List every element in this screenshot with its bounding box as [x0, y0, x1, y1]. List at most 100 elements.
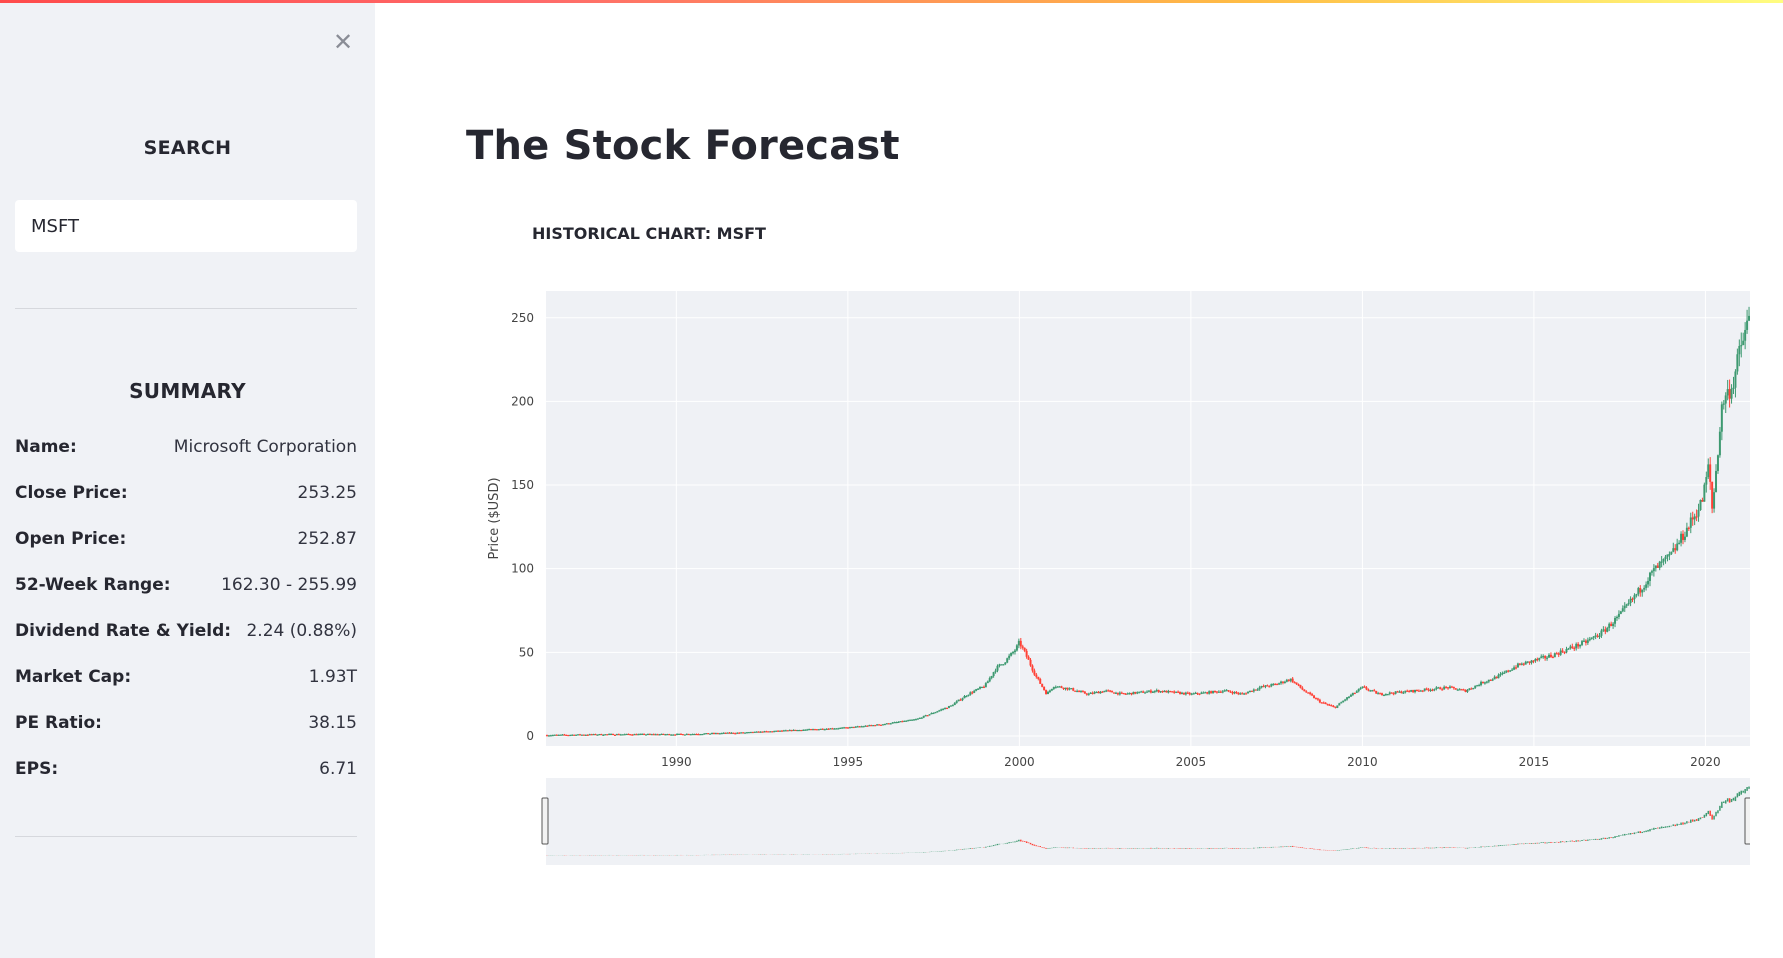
candle-body — [1522, 663, 1525, 665]
candle-body — [1610, 623, 1613, 627]
candle-body — [1614, 618, 1617, 624]
candle-body — [782, 730, 785, 732]
candle-body — [1425, 688, 1428, 690]
candle-body — [876, 724, 879, 726]
candle-body — [730, 732, 733, 734]
candle-body — [812, 729, 815, 731]
candle-body — [1534, 658, 1537, 662]
candlestick-chart[interactable]: 0 50 100 150 200 250 1990 1995 2000 2005 2010 2015… — [470, 270, 1750, 870]
candle-body — [1687, 527, 1690, 529]
candle-body — [1361, 686, 1364, 688]
candle-body — [1037, 676, 1040, 680]
summary-row-dividend: Dividend Rate & Yield: 2.24 (0.88%) — [15, 617, 357, 645]
candle-body — [602, 734, 605, 736]
candle-body — [1287, 679, 1290, 682]
candle-body — [1621, 608, 1624, 612]
candle-body — [571, 734, 574, 736]
close-icon[interactable]: ✕ — [332, 28, 354, 56]
candle-body — [724, 732, 727, 734]
candle-body — [949, 705, 952, 707]
candle-body — [1299, 684, 1302, 688]
candle-body — [1511, 669, 1514, 671]
candle-body — [1575, 643, 1578, 649]
candle-body — [1454, 688, 1457, 690]
candle-body — [924, 715, 927, 717]
candle-body — [903, 720, 906, 722]
candle-body — [1485, 681, 1488, 683]
candle-body — [1208, 691, 1211, 694]
candle-body — [1627, 602, 1630, 605]
candle-body — [1252, 689, 1255, 692]
range-slider-right-handle[interactable] — [1744, 797, 1750, 845]
candle-body — [1000, 664, 1003, 666]
candle-body — [551, 734, 554, 737]
candle-body — [901, 721, 904, 723]
candle-body — [1330, 705, 1333, 707]
candle-body — [1048, 690, 1051, 692]
candle-body — [1697, 510, 1700, 517]
candle-body — [615, 734, 618, 736]
candle-body — [1546, 657, 1549, 659]
y-tick-label: 200 — [511, 394, 534, 408]
candle-body — [1305, 691, 1308, 693]
candle-body — [1204, 692, 1207, 694]
candle-body — [767, 731, 770, 733]
candle-body — [980, 686, 983, 689]
candle-body — [1212, 690, 1215, 694]
candle-body — [883, 723, 886, 726]
candle-body — [909, 719, 912, 721]
candle-body — [926, 715, 929, 717]
candle-body — [1219, 691, 1222, 693]
candle-body — [825, 728, 828, 730]
candle-body — [631, 734, 634, 736]
candle-body — [1138, 691, 1141, 693]
candle-body — [629, 734, 632, 736]
candle-body — [1478, 685, 1481, 687]
candle-body — [1120, 692, 1123, 694]
range-slider-left-handle[interactable] — [541, 797, 549, 845]
candle-body — [837, 728, 840, 730]
candle-body — [893, 722, 896, 724]
candle-body — [633, 734, 636, 736]
candle-body — [1167, 690, 1170, 693]
candle-body — [870, 725, 873, 727]
candle-body — [1136, 692, 1139, 694]
candle-body — [1301, 687, 1304, 690]
range-slider[interactable] — [546, 778, 1750, 865]
candle-body — [982, 686, 985, 689]
candle-body — [683, 734, 686, 736]
summary-value: 252.87 — [297, 529, 357, 549]
candle-body — [658, 734, 661, 736]
candle-body — [1404, 690, 1407, 693]
candle-body — [1118, 692, 1121, 695]
y-tick-label: 50 — [519, 645, 534, 659]
candle-body — [944, 707, 947, 710]
x-tick-label: 2010 — [1347, 755, 1378, 769]
candle-body — [1530, 660, 1533, 663]
candle-body — [1254, 689, 1257, 691]
candle-body — [1015, 645, 1018, 651]
candle-body — [1064, 687, 1067, 690]
candle-body — [646, 733, 649, 736]
candle-body — [986, 681, 989, 684]
candle-body — [1445, 686, 1448, 689]
candle-body — [761, 731, 764, 733]
candle-body — [920, 717, 923, 719]
candle-body — [1359, 687, 1362, 690]
plot-area[interactable] — [546, 291, 1750, 746]
candle-body — [1559, 650, 1562, 655]
candle-body — [864, 725, 867, 727]
candle-body — [938, 710, 941, 712]
candle-body — [1266, 685, 1269, 687]
candle-body — [600, 734, 603, 736]
candle-body — [625, 733, 628, 736]
candle-body — [668, 734, 671, 736]
candle-body — [1571, 646, 1574, 648]
search-input[interactable] — [15, 200, 357, 252]
candle-body — [773, 731, 776, 733]
candle-body — [1046, 691, 1049, 695]
candle-body — [1379, 693, 1382, 695]
divider — [15, 836, 357, 837]
candle-body — [1083, 691, 1086, 694]
candle-body — [779, 730, 782, 732]
